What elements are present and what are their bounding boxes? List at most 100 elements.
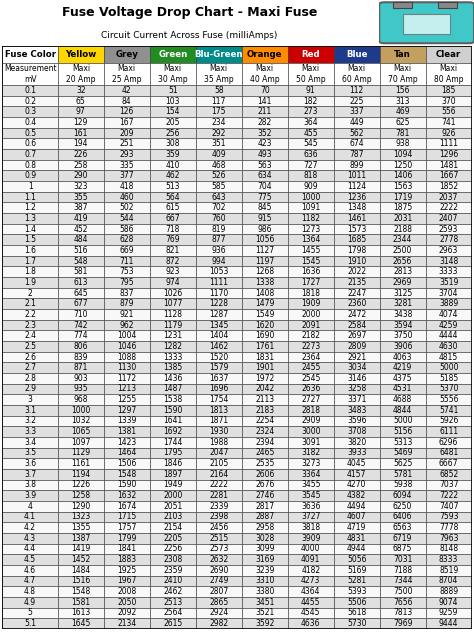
Text: 2247: 2247 [347, 289, 366, 298]
Bar [426, 607, 472, 618]
Bar [288, 256, 334, 267]
Bar [58, 298, 104, 309]
Text: 9259: 9259 [439, 609, 458, 617]
Text: 1128: 1128 [163, 310, 182, 319]
Bar [2, 213, 58, 224]
Text: 211: 211 [257, 107, 272, 116]
Text: Blu-Green: Blu-Green [194, 50, 243, 59]
Bar [196, 341, 242, 351]
Bar [58, 106, 104, 117]
Bar [150, 288, 196, 298]
Text: 1831: 1831 [255, 353, 274, 362]
Text: Maxi
25 Amp: Maxi 25 Amp [112, 64, 142, 84]
Text: 129: 129 [73, 118, 88, 127]
Text: 1910: 1910 [347, 257, 366, 265]
Text: 544: 544 [119, 214, 134, 223]
Text: 1408: 1408 [255, 289, 274, 298]
Text: 355: 355 [73, 193, 88, 202]
Bar [104, 46, 150, 63]
Bar [58, 384, 104, 394]
Bar [426, 309, 472, 320]
Text: 154: 154 [165, 107, 180, 116]
Text: 795: 795 [119, 278, 134, 287]
Text: 2593: 2593 [439, 224, 458, 234]
Text: 1000: 1000 [71, 406, 91, 415]
Bar [288, 117, 334, 128]
Text: 4444: 4444 [439, 331, 458, 340]
Text: 1250: 1250 [393, 161, 412, 169]
Text: 1011: 1011 [347, 171, 366, 180]
Text: 1813: 1813 [209, 406, 228, 415]
Text: 760: 760 [211, 214, 226, 223]
Text: 1333: 1333 [163, 353, 182, 362]
Bar [242, 224, 288, 234]
Bar [104, 245, 150, 256]
Bar [104, 469, 150, 480]
Text: 2818: 2818 [301, 406, 320, 415]
Bar [2, 576, 58, 586]
Bar [334, 373, 380, 384]
Text: Maxi
60 Amp: Maxi 60 Amp [342, 64, 372, 84]
Text: 323: 323 [73, 182, 88, 191]
Bar [2, 224, 58, 234]
Bar [104, 597, 150, 607]
Bar [380, 522, 426, 533]
Bar [104, 501, 150, 511]
Bar [334, 618, 380, 629]
Bar [58, 267, 104, 277]
Bar [288, 191, 334, 202]
Text: 3933: 3933 [347, 449, 366, 458]
Bar [334, 288, 380, 298]
Bar [380, 447, 426, 458]
Bar [426, 160, 472, 171]
Bar [196, 458, 242, 469]
Text: 5469: 5469 [393, 449, 412, 458]
Bar [334, 245, 380, 256]
Bar [58, 490, 104, 501]
Bar [104, 117, 150, 128]
Text: 636: 636 [303, 150, 318, 159]
Text: 2.3: 2.3 [24, 320, 36, 329]
Bar [58, 341, 104, 351]
Text: 5169: 5169 [347, 566, 366, 574]
Text: 4831: 4831 [347, 534, 366, 543]
Bar [2, 501, 58, 511]
Text: 1479: 1479 [255, 299, 274, 308]
Text: 4630: 4630 [439, 342, 458, 351]
Bar [104, 181, 150, 191]
Bar [426, 320, 472, 331]
Text: 938: 938 [395, 139, 410, 149]
Text: 2359: 2359 [163, 566, 182, 574]
Text: 2051: 2051 [163, 502, 182, 511]
Bar [426, 533, 472, 544]
Bar [196, 309, 242, 320]
Bar [426, 565, 472, 576]
Bar [196, 245, 242, 256]
Bar [196, 149, 242, 160]
Text: 1481: 1481 [439, 161, 458, 169]
Bar [150, 544, 196, 554]
Bar [426, 224, 472, 234]
Text: 337: 337 [349, 107, 364, 116]
Bar [334, 267, 380, 277]
Bar [150, 191, 196, 202]
Bar [58, 256, 104, 267]
Text: 935: 935 [73, 384, 88, 394]
Bar [380, 106, 426, 117]
Bar [196, 202, 242, 213]
Bar [196, 437, 242, 447]
Text: 2134: 2134 [117, 619, 137, 628]
Bar [2, 511, 58, 522]
Bar [2, 447, 58, 458]
Bar [58, 46, 104, 63]
Text: 879: 879 [119, 299, 134, 308]
Bar [242, 267, 288, 277]
Text: 1988: 1988 [209, 438, 228, 447]
Bar [104, 138, 150, 149]
Bar [150, 63, 196, 85]
Bar [242, 394, 288, 405]
Text: 32: 32 [76, 86, 86, 95]
Bar [380, 586, 426, 597]
Bar [150, 160, 196, 171]
Bar [196, 191, 242, 202]
